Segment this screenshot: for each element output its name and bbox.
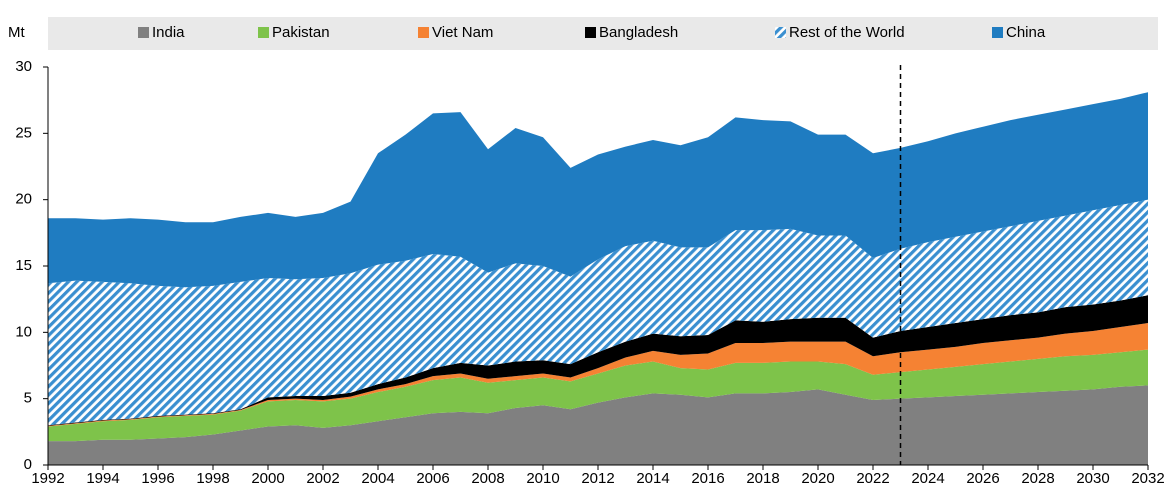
legend-band — [48, 17, 1158, 50]
y-tick-label: 15 — [15, 257, 32, 274]
area — [48, 349, 1148, 442]
x-tick-label: 2008 — [471, 470, 504, 487]
legend-swatch — [138, 27, 149, 38]
x-tick-label: 1994 — [86, 470, 119, 487]
x-tick-label: 2002 — [306, 470, 339, 487]
x-tick-label: 2012 — [581, 470, 614, 487]
legend-label: Rest of the World — [789, 24, 905, 41]
y-tick-label: 25 — [15, 124, 32, 141]
x-tick-label: 2030 — [1076, 470, 1109, 487]
area — [48, 385, 1148, 465]
x-tick-label: 2028 — [1021, 470, 1054, 487]
x-tick-label: 2016 — [691, 470, 724, 487]
legend-swatch — [585, 27, 596, 38]
area — [48, 323, 1148, 427]
x-tick-label: 1992 — [31, 470, 64, 487]
x-tick-label: 2022 — [856, 470, 889, 487]
y-tick-label: 30 — [15, 58, 32, 75]
legend-swatch — [258, 27, 269, 38]
x-tick-label: 2010 — [526, 470, 559, 487]
area — [48, 92, 1148, 288]
legend-label: India — [152, 24, 185, 41]
legend-swatch — [775, 27, 786, 38]
area — [48, 295, 1148, 426]
x-tick-label: 2020 — [801, 470, 834, 487]
y-tick-label: 10 — [15, 323, 32, 340]
x-tick-label: 2032 — [1131, 470, 1164, 487]
x-tick-label: 1998 — [196, 470, 229, 487]
legend-label: China — [1006, 24, 1046, 41]
x-tick-label: 2004 — [361, 470, 394, 487]
x-tick-label: 2024 — [911, 470, 944, 487]
y-tick-label: 5 — [24, 390, 32, 407]
legend-label: Bangladesh — [599, 24, 678, 41]
y-unit: Mt — [8, 24, 25, 41]
x-tick-label: 1996 — [141, 470, 174, 487]
legend-label: Pakistan — [272, 24, 330, 41]
x-tick-label: 2006 — [416, 470, 449, 487]
x-tick-label: 2026 — [966, 470, 999, 487]
x-tick-label: 2018 — [746, 470, 779, 487]
y-tick-label: 0 — [24, 456, 32, 473]
legend-label: Viet Nam — [432, 24, 493, 41]
y-tick-label: 20 — [15, 191, 32, 208]
legend-swatch — [992, 27, 1003, 38]
x-tick-label: 2014 — [636, 470, 669, 487]
legend-swatch — [418, 27, 429, 38]
x-tick-label: 2000 — [251, 470, 284, 487]
area — [48, 199, 1148, 426]
